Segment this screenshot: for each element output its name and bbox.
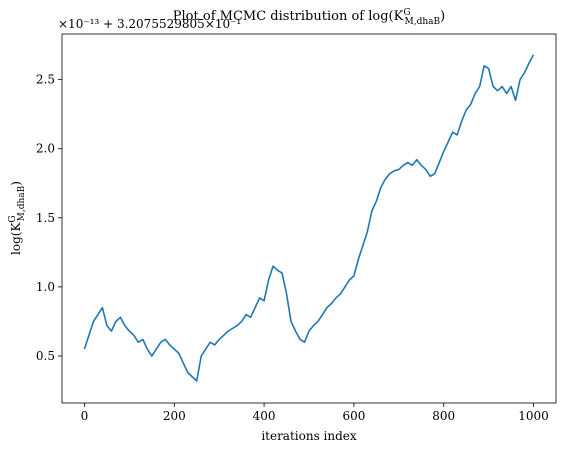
y-tick-label: 1.0 (36, 280, 55, 294)
x-tick-label: 800 (432, 409, 455, 423)
title-sub: M,dhaB (405, 17, 441, 27)
ylabel-text: log(K (9, 222, 23, 255)
chart-title: Plot of MCMC distribution of log(KG M,dha… (173, 8, 445, 27)
x-tick-label: 200 (163, 409, 186, 423)
y-tick-label: 0.5 (36, 349, 55, 363)
data-line (83, 54, 535, 382)
axes-frame (61, 33, 557, 404)
x-tick-label: 1000 (518, 409, 549, 423)
title-text: Plot of MCMC distribution of log(K (173, 9, 404, 24)
y-axis-label: log(KGM,dhaB) (8, 181, 27, 255)
ylabel-sup: G (8, 215, 18, 222)
ylabel-end: ) (9, 181, 23, 186)
x-tick-label: 0 (81, 409, 89, 423)
x-tick-label: 600 (342, 409, 365, 423)
y-tick-label: 2.0 (36, 142, 55, 156)
y-tick-label: 2.5 (36, 73, 55, 87)
title-end: ) (440, 9, 445, 24)
x-tick-label: 400 (253, 409, 276, 423)
ylabel-sub: M,dhaB (17, 185, 27, 221)
x-axis-label: iterations index (261, 429, 357, 443)
y-tick-label: 1.5 (36, 211, 55, 225)
title-sup: G (403, 8, 410, 18)
offset-text: ×10⁻¹³ + 3.2075529805×10⁻¹ (58, 17, 241, 31)
